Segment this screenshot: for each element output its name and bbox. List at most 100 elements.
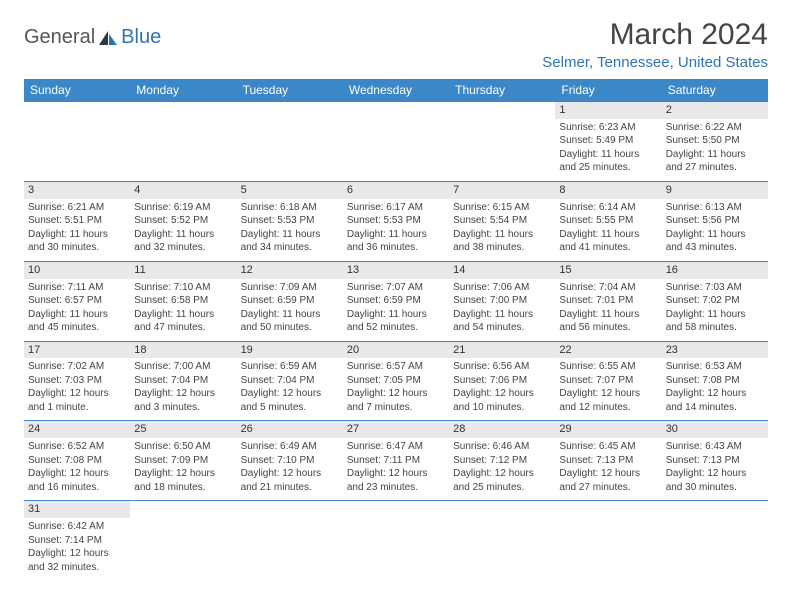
cell-line: Sunset: 7:06 PM [453, 374, 551, 388]
day-number: 26 [237, 421, 343, 438]
cell-line: Daylight: 11 hours [559, 148, 657, 162]
cell-line: Daylight: 12 hours [134, 387, 232, 401]
cell-line: Sunrise: 7:07 AM [347, 281, 445, 295]
cell-line: Sunrise: 6:50 AM [134, 440, 232, 454]
calendar-cell: 20Sunrise: 6:57 AMSunset: 7:05 PMDayligh… [343, 341, 449, 421]
cell-line: Sunrise: 7:06 AM [453, 281, 551, 295]
calendar-cell: 10Sunrise: 7:11 AMSunset: 6:57 PMDayligh… [24, 261, 130, 341]
cell-line: and 16 minutes. [28, 481, 126, 495]
cell-line: Sunrise: 6:57 AM [347, 360, 445, 374]
cell-line: Sunset: 7:11 PM [347, 454, 445, 468]
cell-line: Sunset: 7:08 PM [666, 374, 764, 388]
cell-line: Sunset: 5:54 PM [453, 214, 551, 228]
cell-line: Sunrise: 7:11 AM [28, 281, 126, 295]
cell-line: Sunset: 7:09 PM [134, 454, 232, 468]
day-number: 10 [24, 262, 130, 279]
cell-line: and 36 minutes. [347, 241, 445, 255]
calendar-cell: 5Sunrise: 6:18 AMSunset: 5:53 PMDaylight… [237, 181, 343, 261]
cell-line: Sunset: 5:51 PM [28, 214, 126, 228]
cell-line: Sunset: 7:04 PM [134, 374, 232, 388]
cell-line: Sunrise: 6:49 AM [241, 440, 339, 454]
cell-line: Sunset: 7:01 PM [559, 294, 657, 308]
calendar-cell: 21Sunrise: 6:56 AMSunset: 7:06 PMDayligh… [449, 341, 555, 421]
day-number: 4 [130, 182, 236, 199]
day-number: 3 [24, 182, 130, 199]
calendar-cell: 26Sunrise: 6:49 AMSunset: 7:10 PMDayligh… [237, 421, 343, 501]
cell-line: and 38 minutes. [453, 241, 551, 255]
calendar-cell [130, 102, 236, 182]
cell-line: Daylight: 12 hours [559, 387, 657, 401]
cell-line: Sunrise: 6:55 AM [559, 360, 657, 374]
cell-line: and 50 minutes. [241, 321, 339, 335]
day-header: Tuesday [237, 79, 343, 102]
cell-line: Daylight: 11 hours [134, 228, 232, 242]
cell-line: Sunrise: 6:47 AM [347, 440, 445, 454]
cell-line: and 30 minutes. [28, 241, 126, 255]
cell-line: and 30 minutes. [666, 481, 764, 495]
day-header: Sunday [24, 79, 130, 102]
cell-line: and 5 minutes. [241, 401, 339, 415]
cell-line: Daylight: 11 hours [666, 148, 764, 162]
calendar-cell [343, 501, 449, 580]
calendar-cell: 11Sunrise: 7:10 AMSunset: 6:58 PMDayligh… [130, 261, 236, 341]
calendar-row: 3Sunrise: 6:21 AMSunset: 5:51 PMDaylight… [24, 181, 768, 261]
calendar-cell: 28Sunrise: 6:46 AMSunset: 7:12 PMDayligh… [449, 421, 555, 501]
cell-line: Sunset: 7:12 PM [453, 454, 551, 468]
day-number: 7 [449, 182, 555, 199]
calendar-cell: 15Sunrise: 7:04 AMSunset: 7:01 PMDayligh… [555, 261, 661, 341]
cell-line: Sunrise: 6:14 AM [559, 201, 657, 215]
calendar-cell [662, 501, 768, 580]
day-number: 9 [662, 182, 768, 199]
cell-line: Sunset: 7:07 PM [559, 374, 657, 388]
cell-line: Daylight: 11 hours [559, 228, 657, 242]
day-header: Wednesday [343, 79, 449, 102]
day-number: 25 [130, 421, 236, 438]
calendar-cell: 22Sunrise: 6:55 AMSunset: 7:07 PMDayligh… [555, 341, 661, 421]
calendar-table: SundayMondayTuesdayWednesdayThursdayFrid… [24, 79, 768, 580]
cell-line: Sunrise: 7:09 AM [241, 281, 339, 295]
cell-line: and 45 minutes. [28, 321, 126, 335]
cell-line: Sunrise: 6:18 AM [241, 201, 339, 215]
day-number: 14 [449, 262, 555, 279]
cell-line: and 43 minutes. [666, 241, 764, 255]
calendar-cell: 13Sunrise: 7:07 AMSunset: 6:59 PMDayligh… [343, 261, 449, 341]
cell-line: Sunset: 5:53 PM [347, 214, 445, 228]
cell-line: and 18 minutes. [134, 481, 232, 495]
cell-line: Daylight: 11 hours [666, 228, 764, 242]
calendar-cell: 6Sunrise: 6:17 AMSunset: 5:53 PMDaylight… [343, 181, 449, 261]
cell-line: Sunrise: 6:53 AM [666, 360, 764, 374]
cell-line: and 34 minutes. [241, 241, 339, 255]
cell-line: Sunset: 6:57 PM [28, 294, 126, 308]
calendar-cell: 12Sunrise: 7:09 AMSunset: 6:59 PMDayligh… [237, 261, 343, 341]
calendar-cell: 8Sunrise: 6:14 AMSunset: 5:55 PMDaylight… [555, 181, 661, 261]
cell-line: Sunset: 7:00 PM [453, 294, 551, 308]
cell-line: Sunset: 5:52 PM [134, 214, 232, 228]
day-number: 17 [24, 342, 130, 359]
cell-line: Sunrise: 6:59 AM [241, 360, 339, 374]
month-title: March 2024 [542, 18, 768, 52]
cell-line: Sunset: 5:49 PM [559, 134, 657, 148]
cell-line: and 32 minutes. [134, 241, 232, 255]
cell-line: and 1 minute. [28, 401, 126, 415]
cell-line: Sunset: 7:02 PM [666, 294, 764, 308]
day-number: 19 [237, 342, 343, 359]
calendar-cell: 3Sunrise: 6:21 AMSunset: 5:51 PMDaylight… [24, 181, 130, 261]
day-number: 5 [237, 182, 343, 199]
cell-line: Daylight: 11 hours [347, 228, 445, 242]
cell-line: Sunrise: 6:19 AM [134, 201, 232, 215]
cell-line: Daylight: 12 hours [347, 387, 445, 401]
calendar-cell [237, 501, 343, 580]
cell-line: and 54 minutes. [453, 321, 551, 335]
header: General Blue March 2024 Selmer, Tennesse… [24, 18, 768, 71]
cell-line: and 10 minutes. [453, 401, 551, 415]
day-header: Thursday [449, 79, 555, 102]
day-number: 23 [662, 342, 768, 359]
day-number: 24 [24, 421, 130, 438]
logo-text-general: General [24, 26, 95, 49]
calendar-row: 1Sunrise: 6:23 AMSunset: 5:49 PMDaylight… [24, 102, 768, 182]
calendar-cell: 1Sunrise: 6:23 AMSunset: 5:49 PMDaylight… [555, 102, 661, 182]
day-header: Friday [555, 79, 661, 102]
cell-line: Daylight: 12 hours [28, 547, 126, 561]
day-number: 16 [662, 262, 768, 279]
cell-line: Sunrise: 7:10 AM [134, 281, 232, 295]
